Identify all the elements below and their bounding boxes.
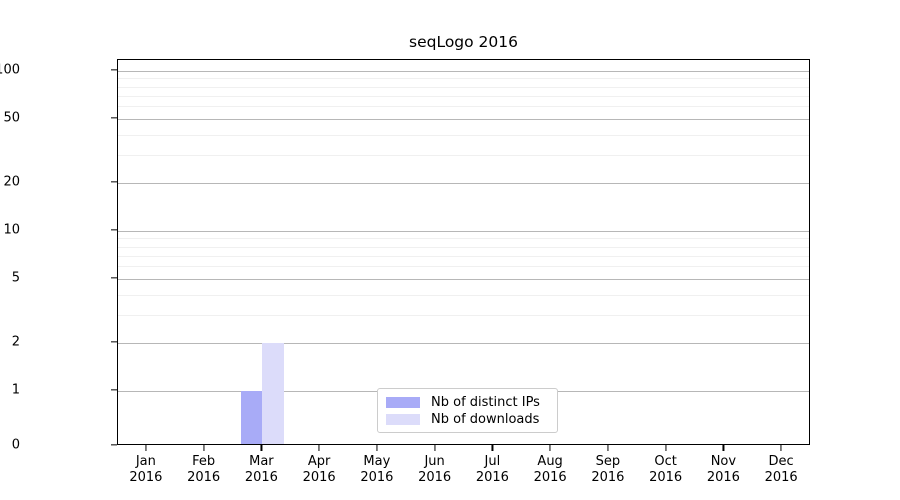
gridline-major bbox=[118, 182, 809, 184]
x-tick-month-label: Jan bbox=[135, 454, 156, 469]
x-tick-year-label: 2016 bbox=[187, 470, 221, 485]
gridline-minor bbox=[118, 134, 809, 136]
plot-area bbox=[117, 59, 810, 445]
legend-item-distinct-ips: Nb of distinct IPs bbox=[386, 394, 549, 411]
x-tick-month-label: May bbox=[363, 454, 391, 469]
gridline-minor bbox=[118, 314, 809, 316]
x-tick-mark bbox=[202, 445, 205, 451]
x-tick-mark bbox=[260, 445, 263, 451]
y-tick-mark bbox=[111, 117, 117, 119]
x-tick-year-label: 2016 bbox=[302, 470, 336, 485]
chart-legend: Nb of distinct IPs Nb of downloads bbox=[377, 388, 558, 433]
x-tick-month-label: Nov bbox=[710, 454, 737, 469]
y-tick-label: 50 bbox=[3, 110, 20, 126]
y-tick-mark bbox=[111, 444, 117, 446]
x-tick-oct: Oct 2016 bbox=[649, 445, 682, 486]
x-tick-mar: Mar 2016 bbox=[245, 445, 278, 486]
x-tick-mark bbox=[664, 445, 667, 451]
gridline-minor bbox=[118, 294, 809, 296]
x-tick-mark bbox=[722, 445, 725, 451]
x-tick-dec: Dec 2016 bbox=[765, 445, 798, 486]
x-tick-month-label: Mar bbox=[249, 454, 274, 469]
x-axis: Jan 2016 Feb 2016 Mar 2016 Apr 2016 May 2016 Jun 20… bbox=[0, 445, 900, 500]
legend-swatch-distinct-ips bbox=[386, 397, 420, 408]
x-tick-jan: Jan 2016 bbox=[129, 445, 162, 486]
x-tick-month-label: Aug bbox=[537, 454, 563, 469]
x-tick-year-label: 2016 bbox=[649, 470, 683, 485]
x-tick-month-label: Jun bbox=[424, 454, 445, 469]
y-tick-mark bbox=[111, 181, 117, 183]
gridline-major bbox=[118, 71, 809, 72]
bar-mar-distinct-ips bbox=[240, 391, 263, 444]
x-tick-jul: Jul 2016 bbox=[476, 445, 509, 486]
y-tick-label: 100 bbox=[0, 62, 20, 78]
x-tick-month-label: Dec bbox=[768, 454, 794, 469]
gridline-minor bbox=[118, 255, 809, 257]
y-tick-label: 5 bbox=[11, 270, 20, 286]
x-tick-year-label: 2016 bbox=[706, 470, 740, 485]
x-tick-month-label: Jul bbox=[484, 454, 501, 469]
gridline-major bbox=[118, 119, 809, 121]
x-tick-month-label: Sep bbox=[595, 454, 621, 469]
y-tick-mark bbox=[111, 229, 117, 231]
x-tick-mark bbox=[549, 445, 551, 451]
x-tick-may: May 2016 bbox=[360, 445, 393, 486]
y-tick-label: 2 bbox=[11, 334, 20, 350]
y-tick-mark bbox=[111, 277, 117, 279]
x-tick-year-label: 2016 bbox=[475, 470, 509, 485]
y-tick-mark bbox=[111, 69, 117, 71]
x-tick-year-label: 2016 bbox=[591, 470, 625, 485]
y-axis: 1005020105210 bbox=[0, 0, 117, 500]
x-tick-apr: Apr 2016 bbox=[303, 445, 336, 486]
gridline-major bbox=[118, 342, 809, 344]
x-tick-mark bbox=[145, 445, 147, 451]
y-tick-label: 1 bbox=[11, 382, 20, 398]
bar-mar-downloads bbox=[262, 342, 285, 444]
x-tick-feb: Feb 2016 bbox=[187, 445, 220, 486]
x-tick-mark bbox=[780, 445, 782, 451]
x-tick-sep: Sep 2016 bbox=[591, 445, 624, 486]
gridline-major bbox=[118, 279, 809, 281]
gridline-minor bbox=[118, 106, 809, 108]
x-tick-nov: Nov 2016 bbox=[707, 445, 740, 486]
x-tick-month-label: Apr bbox=[307, 454, 331, 469]
gridline-minor bbox=[118, 266, 809, 268]
legend-label-downloads: Nb of downloads bbox=[431, 412, 540, 427]
x-tick-mark bbox=[376, 445, 378, 451]
legend-label-distinct-ips: Nb of distinct IPs bbox=[431, 395, 540, 410]
x-tick-year-label: 2016 bbox=[418, 470, 452, 485]
gridline-major bbox=[118, 231, 809, 232]
y-tick-label: 10 bbox=[3, 222, 20, 238]
legend-swatch-downloads bbox=[386, 414, 420, 425]
gridline-minor bbox=[118, 246, 809, 248]
legend-item-downloads: Nb of downloads bbox=[386, 411, 549, 428]
gridline-minor bbox=[118, 86, 809, 88]
x-tick-mark bbox=[491, 445, 494, 451]
x-tick-year-label: 2016 bbox=[244, 470, 278, 485]
gridline-minor bbox=[118, 154, 809, 156]
y-tick-mark bbox=[111, 389, 117, 391]
y-tick-label: 0 bbox=[11, 437, 20, 453]
x-tick-jun: Jun 2016 bbox=[418, 445, 451, 486]
x-tick-year-label: 2016 bbox=[533, 470, 567, 485]
x-tick-mark bbox=[607, 445, 609, 451]
x-tick-month-label: Oct bbox=[654, 454, 677, 469]
x-tick-mark bbox=[433, 445, 436, 451]
x-tick-mark bbox=[318, 445, 320, 451]
y-tick-mark bbox=[111, 341, 117, 343]
x-tick-year-label: 2016 bbox=[764, 470, 798, 485]
x-tick-aug: Aug 2016 bbox=[534, 445, 567, 486]
x-tick-month-label: Feb bbox=[192, 454, 216, 469]
y-tick-label: 20 bbox=[3, 174, 20, 190]
chart-title: seqLogo 2016 bbox=[409, 33, 518, 51]
gridline-minor bbox=[118, 238, 809, 240]
x-tick-year-label: 2016 bbox=[360, 470, 394, 485]
gridline-minor bbox=[118, 78, 809, 80]
gridline-minor bbox=[118, 95, 809, 97]
x-tick-year-label: 2016 bbox=[129, 470, 163, 485]
